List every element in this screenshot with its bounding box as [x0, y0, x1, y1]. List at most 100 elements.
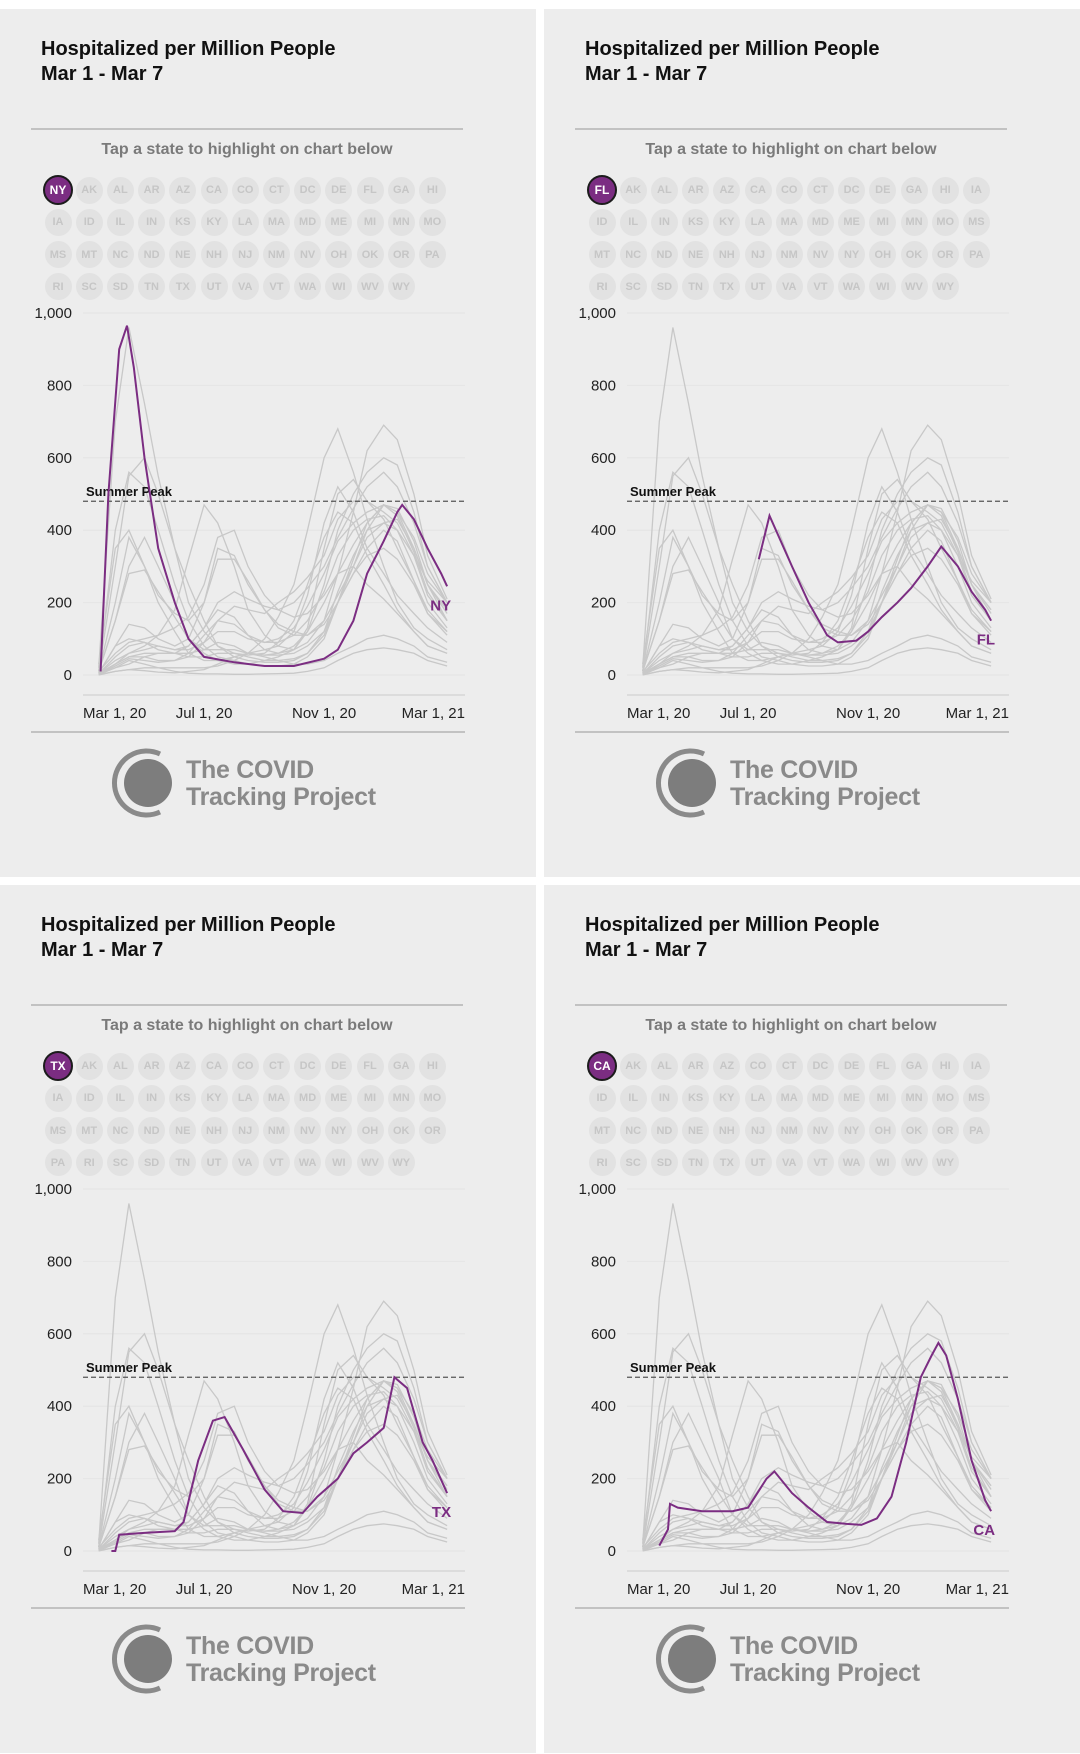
state-button-ky[interactable]: KY: [713, 1084, 741, 1112]
state-button-sc[interactable]: SC: [75, 273, 103, 301]
state-button-ma[interactable]: MA: [775, 208, 803, 236]
state-button-sd[interactable]: SD: [106, 273, 134, 301]
state-button-tx[interactable]: TX: [43, 1051, 73, 1081]
state-button-ks[interactable]: KS: [682, 1084, 710, 1112]
state-button-fl[interactable]: FL: [356, 1052, 384, 1080]
state-button-in[interactable]: IN: [138, 1084, 166, 1112]
state-button-md[interactable]: MD: [294, 208, 322, 236]
state-button-al[interactable]: AL: [106, 176, 134, 204]
state-button-nd[interactable]: ND: [138, 241, 166, 269]
state-button-nc[interactable]: NC: [106, 1117, 134, 1145]
state-button-ga[interactable]: GA: [387, 1052, 415, 1080]
state-button-dc[interactable]: DC: [806, 1052, 834, 1080]
state-button-mt[interactable]: MT: [75, 241, 103, 269]
state-button-az[interactable]: AZ: [713, 1052, 741, 1080]
state-button-mn[interactable]: MN: [900, 1084, 928, 1112]
state-button-tn[interactable]: TN: [138, 273, 166, 301]
state-button-va[interactable]: VA: [775, 273, 803, 301]
state-button-ak[interactable]: AK: [619, 176, 647, 204]
state-button-nd[interactable]: ND: [650, 241, 678, 269]
state-button-il[interactable]: IL: [619, 208, 647, 236]
state-button-mi[interactable]: MI: [869, 1084, 897, 1112]
state-button-co[interactable]: CO: [231, 176, 259, 204]
state-button-or[interactable]: OR: [418, 1117, 446, 1145]
state-button-ca[interactable]: CA: [587, 1051, 617, 1081]
state-button-tx[interactable]: TX: [713, 273, 741, 301]
state-button-ma[interactable]: MA: [262, 1084, 290, 1112]
state-button-oh[interactable]: OH: [869, 1117, 897, 1145]
state-button-vt[interactable]: VT: [806, 273, 834, 301]
state-button-mo[interactable]: MO: [931, 208, 959, 236]
state-button-ct[interactable]: CT: [262, 176, 290, 204]
state-button-wi[interactable]: WI: [325, 273, 353, 301]
state-button-fl[interactable]: FL: [587, 175, 617, 205]
state-button-co[interactable]: CO: [775, 176, 803, 204]
state-button-ms[interactable]: MS: [962, 208, 990, 236]
state-button-fl[interactable]: FL: [356, 176, 384, 204]
state-button-me[interactable]: ME: [838, 1084, 866, 1112]
state-button-hi[interactable]: HI: [418, 1052, 446, 1080]
state-button-nv[interactable]: NV: [806, 241, 834, 269]
state-button-ia[interactable]: IA: [962, 176, 990, 204]
state-button-hi[interactable]: HI: [931, 176, 959, 204]
state-button-wv[interactable]: WV: [900, 273, 928, 301]
state-button-nc[interactable]: NC: [619, 241, 647, 269]
state-button-ma[interactable]: MA: [262, 208, 290, 236]
state-button-wy[interactable]: WY: [931, 1149, 959, 1177]
state-button-ms[interactable]: MS: [44, 1117, 72, 1145]
state-button-ne[interactable]: NE: [169, 241, 197, 269]
state-button-nc[interactable]: NC: [619, 1117, 647, 1145]
state-button-vt[interactable]: VT: [806, 1149, 834, 1177]
state-button-ne[interactable]: NE: [682, 241, 710, 269]
state-button-wy[interactable]: WY: [387, 1149, 415, 1177]
state-button-nc[interactable]: NC: [106, 241, 134, 269]
state-button-tn[interactable]: TN: [169, 1149, 197, 1177]
state-button-ri[interactable]: RI: [75, 1149, 103, 1177]
state-button-ok[interactable]: OK: [900, 1117, 928, 1145]
state-button-sd[interactable]: SD: [650, 1149, 678, 1177]
state-button-il[interactable]: IL: [106, 1084, 134, 1112]
state-button-ak[interactable]: AK: [75, 1052, 103, 1080]
state-button-sc[interactable]: SC: [619, 1149, 647, 1177]
state-button-ut[interactable]: UT: [200, 1149, 228, 1177]
state-button-ut[interactable]: UT: [200, 273, 228, 301]
state-button-ar[interactable]: AR: [138, 176, 166, 204]
state-button-in[interactable]: IN: [650, 208, 678, 236]
state-button-mt[interactable]: MT: [588, 241, 616, 269]
state-button-co[interactable]: CO: [231, 1052, 259, 1080]
state-button-ri[interactable]: RI: [44, 273, 72, 301]
state-button-ky[interactable]: KY: [200, 1084, 228, 1112]
state-button-sd[interactable]: SD: [138, 1149, 166, 1177]
state-button-or[interactable]: OR: [931, 241, 959, 269]
state-button-wa[interactable]: WA: [294, 273, 322, 301]
state-button-nv[interactable]: NV: [294, 1117, 322, 1145]
state-button-ok[interactable]: OK: [387, 1117, 415, 1145]
state-button-wa[interactable]: WA: [294, 1149, 322, 1177]
state-button-wv[interactable]: WV: [356, 273, 384, 301]
state-button-nj[interactable]: NJ: [231, 1117, 259, 1145]
state-button-wa[interactable]: WA: [838, 1149, 866, 1177]
state-button-nm[interactable]: NM: [775, 241, 803, 269]
state-button-la[interactable]: LA: [231, 1084, 259, 1112]
state-button-nh[interactable]: NH: [200, 241, 228, 269]
state-button-ma[interactable]: MA: [775, 1084, 803, 1112]
state-button-nd[interactable]: ND: [650, 1117, 678, 1145]
state-button-mo[interactable]: MO: [418, 208, 446, 236]
state-button-tx[interactable]: TX: [169, 273, 197, 301]
state-button-la[interactable]: LA: [744, 1084, 772, 1112]
state-button-ny[interactable]: NY: [43, 175, 73, 205]
state-button-sd[interactable]: SD: [650, 273, 678, 301]
state-button-ca[interactable]: CA: [200, 176, 228, 204]
state-button-mn[interactable]: MN: [387, 208, 415, 236]
state-button-sc[interactable]: SC: [106, 1149, 134, 1177]
state-button-pa[interactable]: PA: [418, 241, 446, 269]
state-button-pa[interactable]: PA: [44, 1149, 72, 1177]
state-button-wy[interactable]: WY: [387, 273, 415, 301]
state-button-nh[interactable]: NH: [713, 1117, 741, 1145]
state-button-va[interactable]: VA: [775, 1149, 803, 1177]
state-button-ny[interactable]: NY: [838, 1117, 866, 1145]
state-button-al[interactable]: AL: [650, 1052, 678, 1080]
state-button-mn[interactable]: MN: [387, 1084, 415, 1112]
state-button-fl[interactable]: FL: [869, 1052, 897, 1080]
state-button-me[interactable]: ME: [325, 1084, 353, 1112]
